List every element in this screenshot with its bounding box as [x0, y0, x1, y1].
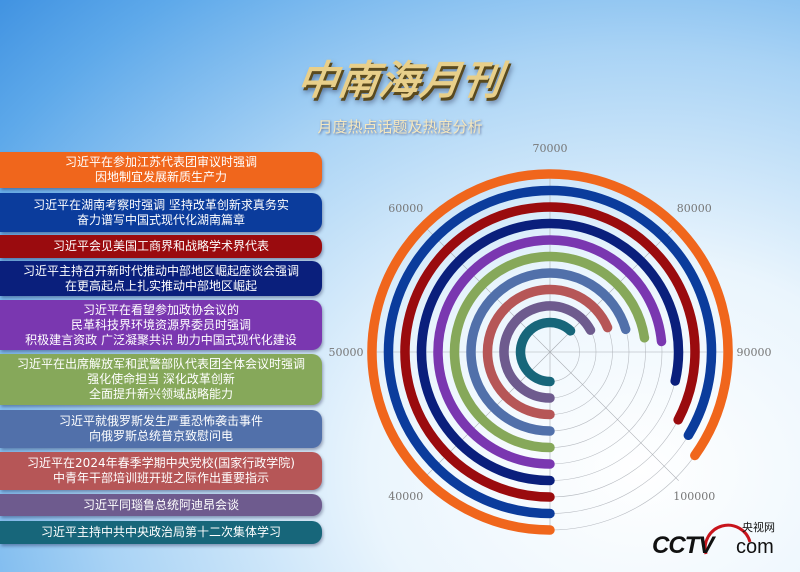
axis-tick-label: 40000	[388, 490, 423, 503]
axis-tick-label: 90000	[737, 346, 772, 359]
topic-label: 习近平在湖南考察时强调 坚持改革创新求真务实 奋力谱写中国式现代化湖南篇章	[0, 193, 322, 232]
topic-label: 习近平在出席解放军和武警部队代表团全体会议时强调 强化使命担当 深化改革创新 全…	[0, 354, 322, 405]
radial-bar	[416, 218, 684, 486]
radial-bar	[383, 185, 717, 519]
radial-bar	[499, 301, 596, 403]
radial-bar	[466, 268, 631, 436]
radial-bar	[449, 251, 650, 453]
cctv-logo: CCTV 央视网 com	[652, 522, 798, 562]
topic-label: 习近平主持召开新时代推动中部地区崛起座谈会强调 在更高起点上扎实推动中部地区崛起	[0, 261, 322, 296]
radial-bar	[367, 169, 733, 535]
axis-tick-label: 70000	[533, 142, 568, 155]
radial-bar	[400, 202, 700, 502]
axis-tick-label: 100000	[673, 490, 715, 503]
radial-bar	[433, 235, 667, 469]
axis-tick-label: 60000	[388, 202, 423, 215]
axis-tick-label: 80000	[677, 202, 712, 215]
grid-spoke	[549, 351, 679, 481]
logo-brand: CCTV	[652, 532, 714, 559]
logo-cn: 央视网	[742, 521, 775, 534]
page-subtitle: 月度热点话题及热度分析	[317, 118, 483, 136]
topic-label: 习近平在看望参加政协会议的 民革科技界环境资源界委员时强调 积极建言资政 广泛凝…	[0, 300, 322, 350]
logo-swoosh-icon	[703, 523, 752, 555]
radial-bar	[482, 284, 613, 420]
logo-domain: com	[736, 536, 774, 558]
topic-label: 习近平在参加江苏代表团审议时强调 因地制宜发展新质生产力	[0, 152, 322, 188]
radial-bar	[515, 317, 576, 387]
topic-label: 习近平就俄罗斯发生严重恐怖袭击事件 向俄罗斯总统普京致慰问电	[0, 410, 322, 448]
topic-label: 习近平会见美国工商界和战略学术界代表	[0, 235, 322, 258]
topic-label: 习近平在2024年春季学期中央党校(国家行政学院) 中青年干部培训班开班之际作出…	[0, 452, 322, 490]
topic-label: 习近平主持中共中央政治局第十二次集体学习	[0, 521, 322, 544]
axis-tick-label: 50000	[329, 346, 364, 359]
topic-label: 习近平同瑙鲁总统阿迪昂会谈	[0, 494, 322, 516]
